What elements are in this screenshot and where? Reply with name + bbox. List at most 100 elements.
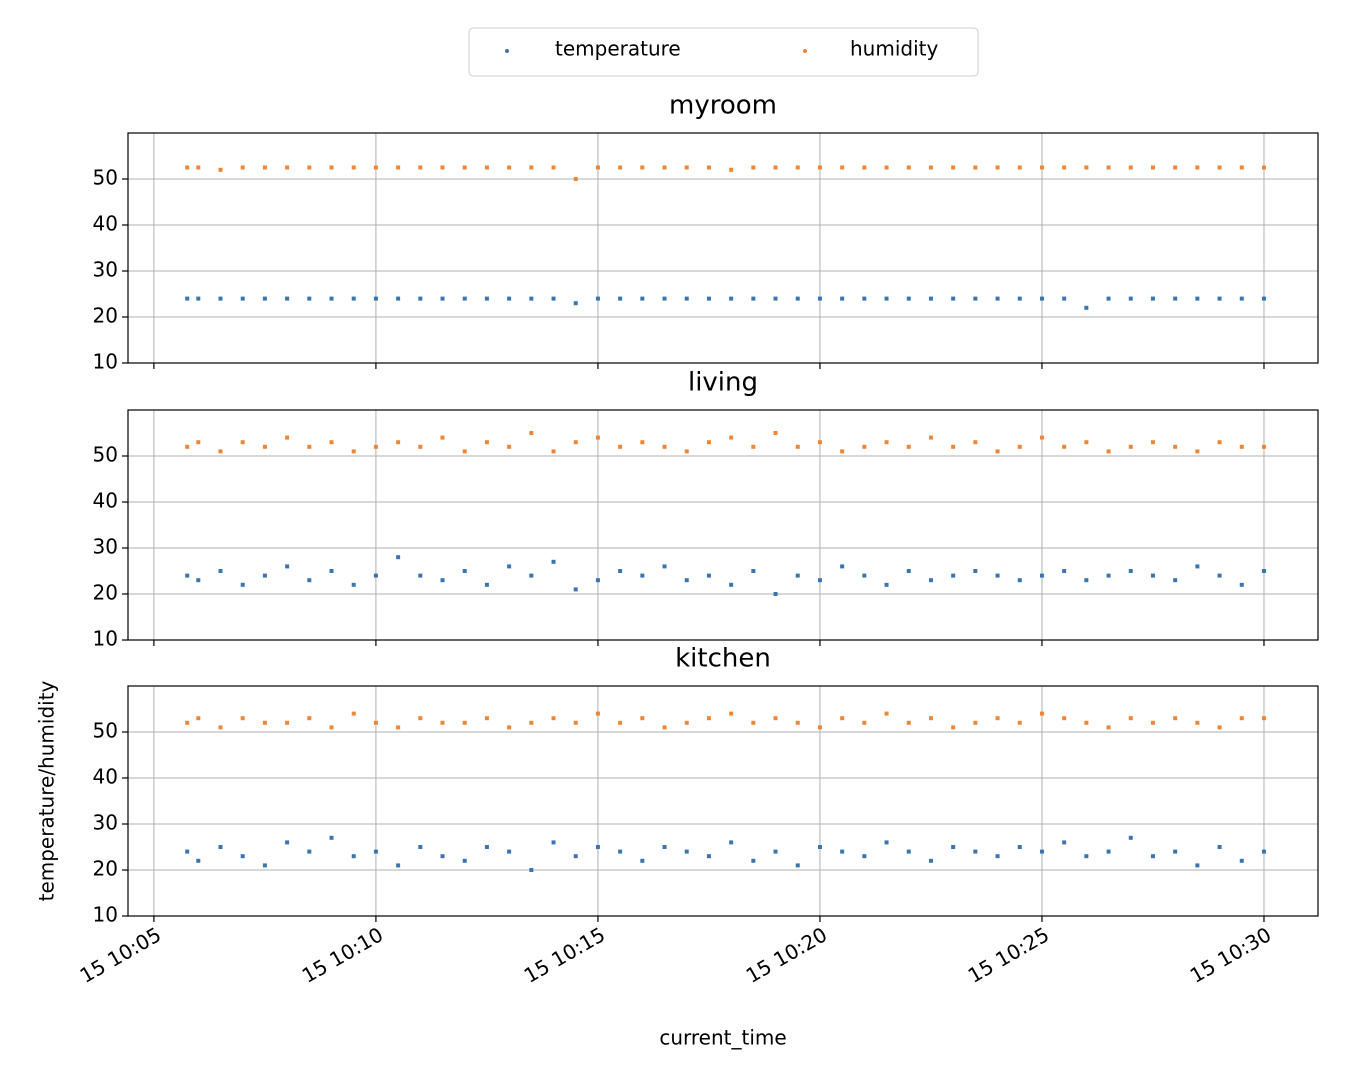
point [862, 854, 867, 859]
point [1039, 573, 1044, 578]
point [884, 440, 889, 445]
point [1017, 845, 1022, 849]
point [618, 720, 623, 725]
point [684, 296, 689, 301]
point [196, 716, 201, 721]
point [573, 587, 578, 592]
point [396, 725, 401, 730]
point [795, 863, 800, 868]
point [196, 440, 201, 445]
point [1084, 720, 1089, 725]
point [951, 725, 956, 730]
point [484, 440, 489, 445]
point [396, 863, 401, 868]
point [462, 720, 467, 725]
point [1173, 165, 1178, 170]
point [484, 165, 489, 170]
point [418, 165, 423, 170]
point [973, 296, 978, 301]
point [1239, 444, 1244, 449]
point [396, 555, 401, 560]
legend-box [468, 27, 979, 77]
point [551, 165, 556, 170]
point [817, 578, 822, 583]
point [1084, 440, 1089, 445]
point [662, 444, 667, 449]
point [1261, 849, 1266, 854]
point [995, 854, 1000, 859]
point [1195, 863, 1200, 868]
point [373, 720, 378, 725]
legend-marker [505, 49, 509, 53]
point [995, 165, 1000, 170]
point [1217, 573, 1222, 578]
point [185, 165, 190, 170]
point [817, 845, 822, 849]
point [862, 720, 867, 725]
point [373, 296, 378, 301]
point [928, 578, 933, 583]
point [418, 296, 423, 301]
point [773, 431, 778, 435]
point [1062, 165, 1067, 170]
point [995, 573, 1000, 578]
point [928, 858, 933, 863]
point [1128, 165, 1133, 170]
point [185, 849, 190, 854]
point [1039, 296, 1044, 301]
point [640, 573, 645, 578]
point [351, 165, 356, 170]
point [662, 845, 667, 849]
point [662, 725, 667, 730]
point [795, 573, 800, 578]
point [218, 449, 223, 454]
x-tick-label: 15 10:20 [742, 922, 831, 988]
point [1239, 165, 1244, 170]
point [618, 569, 623, 573]
point [484, 296, 489, 301]
point [329, 440, 334, 445]
point [951, 845, 956, 849]
point [307, 296, 312, 301]
point [773, 716, 778, 721]
point [529, 431, 534, 435]
point [307, 444, 312, 449]
point [840, 449, 845, 454]
point [729, 711, 734, 716]
point [507, 165, 512, 170]
point [840, 564, 845, 569]
point [729, 582, 734, 587]
y-tick-label: 40 [93, 212, 118, 236]
point [440, 435, 445, 440]
point [951, 573, 956, 578]
point [529, 165, 534, 170]
point [396, 440, 401, 445]
point [729, 435, 734, 440]
point [196, 296, 201, 301]
point [240, 440, 245, 445]
y-tick-label: 10 [93, 350, 118, 374]
point [329, 835, 334, 840]
point [995, 449, 1000, 454]
point [529, 720, 534, 725]
point [1039, 849, 1044, 854]
x-tick-label: 15 10:05 [76, 922, 165, 988]
point [973, 720, 978, 725]
point [640, 165, 645, 170]
point [1195, 449, 1200, 454]
point [906, 296, 911, 301]
point [507, 444, 512, 449]
point [995, 296, 1000, 301]
point [662, 564, 667, 569]
point [329, 725, 334, 730]
legend-marker [803, 49, 807, 53]
point [285, 435, 290, 440]
point [618, 296, 623, 301]
point [906, 849, 911, 854]
y-tick-label: 50 [93, 719, 118, 743]
point [706, 716, 711, 721]
legend-label: temperature [555, 37, 681, 61]
y-tick-label: 40 [93, 489, 118, 513]
point [218, 725, 223, 730]
x-tick-label: 15 10:25 [964, 922, 1053, 988]
